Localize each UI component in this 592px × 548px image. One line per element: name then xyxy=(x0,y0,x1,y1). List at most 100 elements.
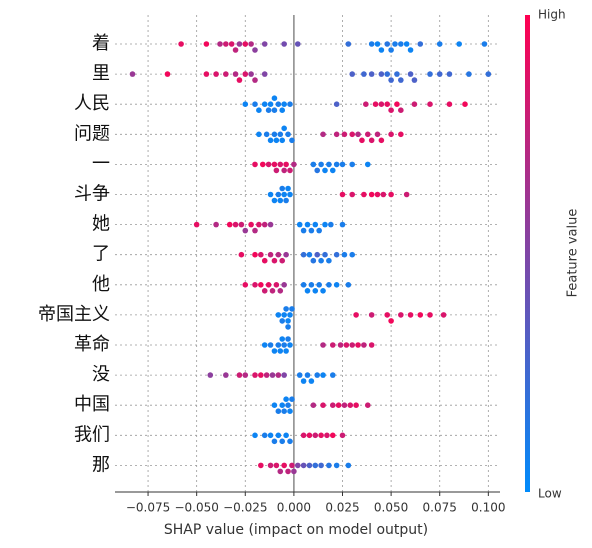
dot xyxy=(223,41,229,47)
dot xyxy=(279,402,286,409)
dot xyxy=(481,41,488,47)
dot xyxy=(275,251,282,258)
dot xyxy=(314,167,321,174)
dot xyxy=(285,318,291,324)
dot xyxy=(261,221,268,228)
dot xyxy=(236,372,243,378)
dot xyxy=(289,396,295,403)
dot xyxy=(363,101,369,107)
dot xyxy=(339,191,346,198)
x-tick-label: 0.000 xyxy=(277,501,311,515)
dot xyxy=(281,312,287,318)
dot xyxy=(329,167,336,174)
dot xyxy=(407,312,414,318)
dot xyxy=(279,336,286,342)
dot xyxy=(291,468,297,475)
dot xyxy=(345,41,352,47)
dot xyxy=(374,131,381,138)
dot xyxy=(306,432,313,439)
dot xyxy=(320,372,326,378)
dot xyxy=(326,282,332,288)
dot xyxy=(252,77,258,83)
dot xyxy=(258,282,264,288)
dot xyxy=(265,161,272,168)
dot xyxy=(341,402,348,409)
dot xyxy=(320,342,326,348)
dot xyxy=(485,71,492,77)
dot xyxy=(252,101,258,107)
dot xyxy=(285,131,291,138)
dot xyxy=(345,462,352,469)
dot xyxy=(403,41,410,47)
dot xyxy=(318,432,324,439)
dot xyxy=(300,432,307,439)
dot xyxy=(267,101,274,107)
dot xyxy=(277,348,284,354)
dot xyxy=(193,221,200,228)
dot xyxy=(394,71,400,77)
dot xyxy=(312,288,319,294)
dot xyxy=(349,161,356,168)
dot xyxy=(252,251,258,258)
dot xyxy=(277,288,284,294)
dot xyxy=(384,312,391,318)
dot xyxy=(238,251,245,258)
dot xyxy=(300,251,307,258)
dot xyxy=(275,101,282,107)
dot xyxy=(300,378,307,384)
dot xyxy=(427,312,433,318)
dot xyxy=(368,71,375,77)
x-tick-label: −0.025 xyxy=(223,501,267,515)
feature-label: 她 xyxy=(92,214,110,235)
dot xyxy=(279,257,286,264)
feature-label: 了 xyxy=(92,244,110,265)
dot xyxy=(359,137,365,144)
dot xyxy=(261,257,268,264)
dot xyxy=(384,41,391,47)
dot xyxy=(252,161,258,168)
dot xyxy=(333,101,340,107)
dot xyxy=(349,342,356,348)
dot xyxy=(349,71,356,77)
dot xyxy=(283,396,289,403)
dot xyxy=(294,462,301,469)
dot xyxy=(226,221,233,228)
dot xyxy=(261,432,268,439)
dot xyxy=(417,312,424,318)
dot xyxy=(388,107,394,113)
dot xyxy=(287,438,293,445)
feature-label: 革命 xyxy=(74,334,110,355)
dot xyxy=(164,71,171,77)
dot xyxy=(347,402,354,409)
dot xyxy=(398,312,404,318)
feature-label: 他 xyxy=(92,274,110,295)
dot xyxy=(337,342,344,348)
dot xyxy=(398,41,404,47)
dot xyxy=(349,251,356,258)
dot xyxy=(427,101,433,107)
dot xyxy=(355,131,361,138)
dot xyxy=(368,137,375,144)
dot xyxy=(281,101,287,107)
dot xyxy=(271,197,278,204)
dot xyxy=(384,71,391,77)
dot xyxy=(271,95,278,101)
dot xyxy=(310,257,317,264)
dot xyxy=(283,197,289,204)
dot xyxy=(355,342,361,348)
dot xyxy=(275,312,282,318)
dot xyxy=(223,71,229,77)
dot xyxy=(388,131,394,138)
dot xyxy=(267,462,274,469)
feature-label: 我们 xyxy=(74,424,110,445)
dot xyxy=(263,131,270,138)
dot xyxy=(380,191,387,198)
dot xyxy=(388,47,394,53)
colorbar-label: Feature value xyxy=(566,209,581,298)
dot xyxy=(333,161,340,168)
dot xyxy=(285,185,291,192)
dot xyxy=(259,161,266,168)
dot xyxy=(388,318,394,324)
dot xyxy=(310,161,317,168)
feature-label: 没 xyxy=(92,364,110,385)
